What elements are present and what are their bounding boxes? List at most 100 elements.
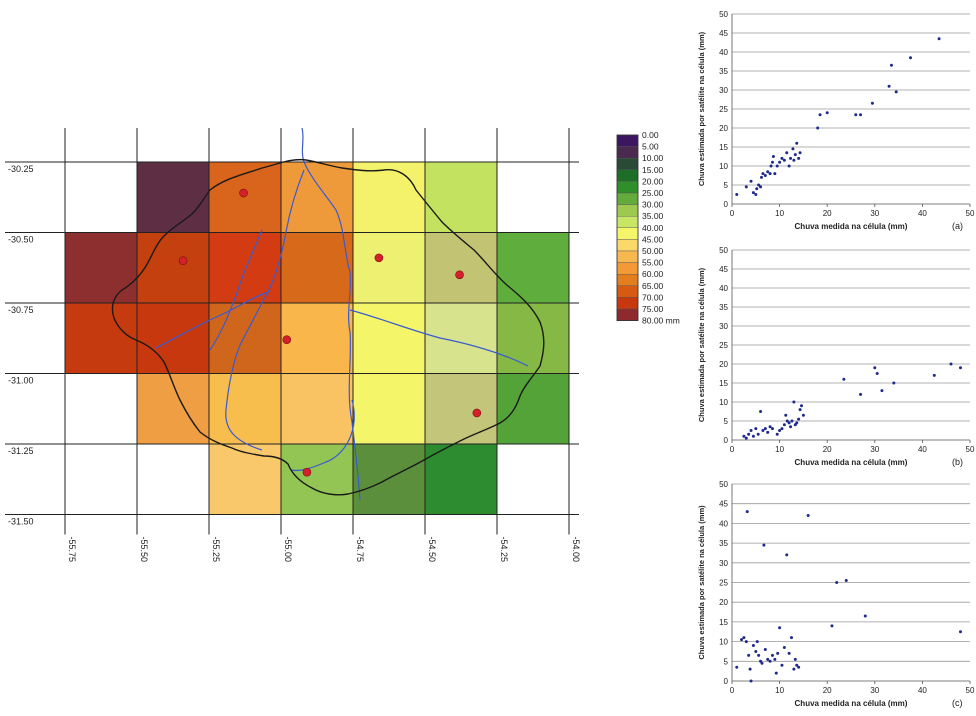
map-cell <box>425 162 497 233</box>
map-cell <box>209 303 281 374</box>
x-tick-label: 50 <box>966 209 975 218</box>
y-tick-label: 45 <box>719 265 728 274</box>
legend-swatch <box>616 297 639 310</box>
x-tick-label: 30 <box>870 209 879 218</box>
y-tick-label: 50 <box>719 10 728 19</box>
data-point <box>770 427 774 431</box>
data-point <box>854 113 858 117</box>
x-tick-label: 30 <box>870 445 879 454</box>
data-point <box>761 429 765 432</box>
data-point <box>759 185 763 189</box>
data-point <box>757 183 761 187</box>
data-point <box>748 667 752 671</box>
legend-swatch <box>616 146 639 159</box>
map-cell <box>353 444 425 515</box>
legend-swatch <box>616 134 639 147</box>
y-tick-label: 35 <box>719 539 728 548</box>
map-cell <box>425 303 497 374</box>
lat-tick-label: -30.50 <box>8 235 34 245</box>
data-point <box>778 160 782 164</box>
data-point <box>889 63 893 67</box>
data-point <box>795 141 799 145</box>
map-cell <box>137 232 209 303</box>
map-cell <box>137 303 209 374</box>
y-axis-label: Chuva estimada por satélite na célula (m… <box>697 267 706 422</box>
x-tick-label: 20 <box>823 445 832 454</box>
map-cell <box>281 162 353 233</box>
legend-label: 20.00 <box>642 176 664 186</box>
river-line <box>209 229 263 351</box>
map-cell <box>425 444 497 515</box>
y-tick-label: 30 <box>719 86 728 95</box>
legend-label: 0.00 <box>642 130 659 140</box>
data-point <box>778 626 782 630</box>
lon-tick-label: -55.50 <box>139 537 149 563</box>
data-point <box>771 155 775 158</box>
y-tick-label: 35 <box>719 67 728 76</box>
x-tick-label: 30 <box>870 686 879 695</box>
panel-label: (b) <box>952 457 963 467</box>
river-line <box>349 309 529 367</box>
lat-tick-label: -30.75 <box>8 305 34 315</box>
data-point <box>775 432 779 436</box>
data-point <box>937 37 941 41</box>
data-point <box>761 172 765 176</box>
data-point <box>835 581 839 584</box>
data-point <box>790 636 793 640</box>
data-point <box>755 187 759 191</box>
y-tick-label: 50 <box>719 480 728 489</box>
data-point <box>887 84 891 88</box>
data-point <box>870 101 874 105</box>
x-tick-label: 10 <box>775 445 784 454</box>
data-point <box>742 636 746 640</box>
data-point <box>880 389 884 393</box>
scatter-plot-c: 0 5 10 15 20 25 30 35 40 45 50 0 10 20 30 40 50 Chuva med… <box>697 480 975 708</box>
x-tick-label: 0 <box>730 209 735 218</box>
data-point <box>754 427 758 431</box>
x-tick-label: 50 <box>966 686 975 695</box>
y-tick-label: 45 <box>719 29 728 38</box>
data-point <box>735 193 739 196</box>
data-point <box>749 179 753 183</box>
legend-label: 75.00 <box>642 304 664 314</box>
data-point <box>778 429 782 432</box>
data-point <box>958 630 962 634</box>
legend-label: 65.00 <box>642 281 664 291</box>
data-point <box>740 638 744 642</box>
legend-label: 25.00 <box>642 188 664 198</box>
data-point <box>785 151 789 155</box>
legend-swatch <box>616 215 639 228</box>
data-point <box>773 657 777 661</box>
y-axis-label: Chuva estimada por satélite na célula (m… <box>697 31 706 186</box>
x-tick-label: 10 <box>775 686 784 695</box>
data-point <box>859 113 863 117</box>
legend-label: 10.00 <box>642 153 664 163</box>
lat-tick-label: -31.00 <box>8 376 34 386</box>
map-cell <box>65 303 137 374</box>
legend-swatch <box>616 204 639 217</box>
data-point <box>784 413 788 417</box>
y-tick-label: 25 <box>719 579 728 588</box>
data-point <box>792 400 796 404</box>
data-point <box>770 653 774 657</box>
legend-swatch <box>616 239 639 252</box>
legend-label: 50.00 <box>642 246 664 256</box>
map-cell <box>281 303 353 374</box>
lon-tick-label: -55.00 <box>283 537 293 563</box>
y-tick-label: 40 <box>719 519 728 528</box>
latitude-tick-labels: -30.25 -30.50 -30.75 -31.00 -31.25 -31.50 <box>8 164 34 527</box>
x-tick-label: 10 <box>775 209 784 218</box>
data-point <box>797 156 801 160</box>
y-tick-label: 30 <box>719 322 728 331</box>
x-axis-label: Chuva medida na célula (mm) <box>795 458 908 467</box>
data-point <box>747 432 751 436</box>
data-point <box>787 651 791 655</box>
x-tick-label: 0 <box>730 445 735 454</box>
y-tick-label: 40 <box>719 284 728 293</box>
legend-swatch <box>616 274 639 287</box>
data-point <box>782 646 786 650</box>
data-point <box>760 661 764 665</box>
y-tick-label: 25 <box>719 105 728 114</box>
data-point <box>791 147 795 151</box>
